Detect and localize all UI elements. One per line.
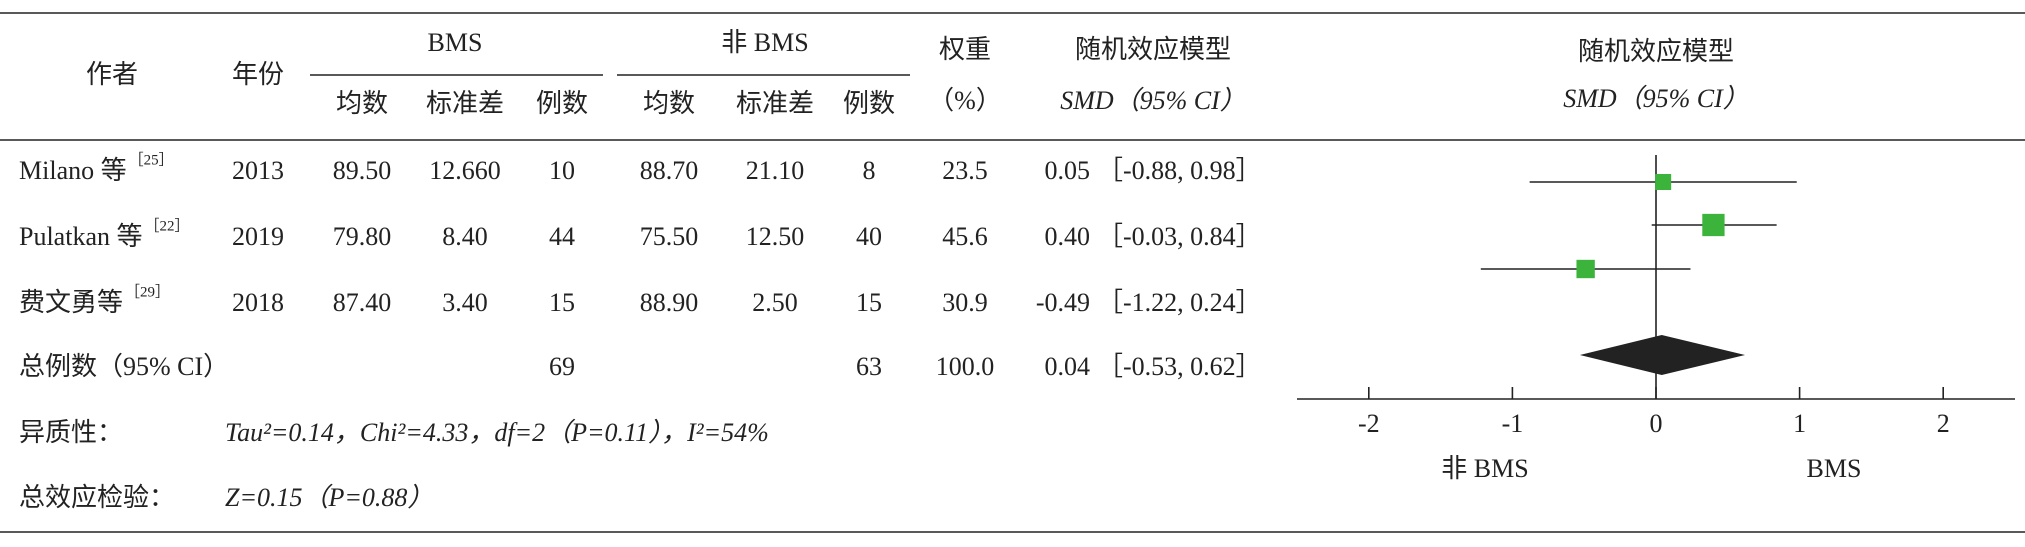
cell: 2018: [232, 288, 284, 317]
header: 例数: [536, 89, 588, 118]
cell: 8: [863, 156, 876, 185]
cell: 44: [549, 222, 575, 251]
cell: 12.50: [746, 222, 805, 251]
header: （%）: [928, 86, 1002, 115]
header: 非 BMS: [721, 28, 808, 57]
heterogeneity-text: Tau²=0.14，Chi²=4.33，df=2（P=0.11），I²=54%: [225, 418, 769, 447]
x-tick-label: 2: [1937, 409, 1950, 438]
cell: 88.70: [640, 156, 699, 185]
cell: 2019: [232, 222, 284, 251]
total-label: 总例数（95% CI）: [19, 352, 229, 381]
header: 均数: [336, 89, 388, 118]
header: 标准差: [736, 89, 814, 118]
header: 例数: [843, 89, 895, 118]
cell: 15: [549, 288, 575, 317]
author: 费文勇等: [19, 288, 123, 317]
cell: ［-1.22, 0.24］: [1097, 288, 1262, 317]
reference: ［29］: [125, 283, 170, 300]
cell: ［-0.88, 0.98］: [1097, 156, 1262, 185]
cell: 0.04: [1045, 352, 1091, 381]
reference: ［25］: [129, 151, 174, 168]
header: 作者: [86, 60, 138, 89]
header: 标准差: [426, 89, 504, 118]
cell: 45.6: [942, 222, 988, 251]
study-estimate: [1655, 174, 1672, 190]
cell: -0.49: [1036, 288, 1090, 317]
cell: 63: [856, 352, 882, 381]
overall-text: Z=0.15（P=0.88）: [225, 483, 433, 512]
chart-subtitle: SMD（95% CI）: [1563, 84, 1749, 113]
study-estimate: [1576, 259, 1595, 279]
cell: 2013: [232, 156, 284, 185]
cell: 2.50: [752, 288, 798, 317]
cell: 30.9: [942, 288, 988, 317]
cell: 40: [856, 222, 882, 251]
author: Pulatkan 等: [19, 222, 143, 251]
x-tick-label: 1: [1793, 409, 1806, 438]
header: 年份: [232, 60, 284, 89]
cell: 23.5: [942, 156, 988, 185]
favours-left: 非 BMS: [1441, 454, 1528, 483]
header: SMD（95% CI）: [1060, 86, 1246, 115]
overall-label: 总效应检验：: [19, 483, 175, 512]
x-tick-label: 0: [1650, 409, 1663, 438]
cell: ［-0.53, 0.62］: [1097, 352, 1262, 381]
cell: 69: [549, 352, 575, 381]
pooled-estimate: [1579, 335, 1746, 375]
cell: 89.50: [333, 156, 392, 185]
chart-title: 随机效应模型: [1578, 37, 1734, 66]
reference: ［22］: [145, 217, 190, 234]
author: Milano 等: [19, 156, 127, 185]
cell: 3.40: [442, 288, 488, 317]
cell: 79.80: [333, 222, 392, 251]
cell: 12.660: [429, 156, 501, 185]
cell: ［-0.03, 0.84］: [1097, 222, 1262, 251]
header: 权重: [939, 35, 991, 64]
cell: 75.50: [640, 222, 699, 251]
heterogeneity-label: 异质性：: [19, 418, 123, 447]
favours-right: BMS: [1807, 454, 1862, 483]
study-estimate: [1702, 213, 1725, 237]
cell: 8.40: [442, 222, 488, 251]
header: 均数: [643, 89, 695, 118]
cell: 10: [549, 156, 575, 185]
cell: 100.0: [936, 352, 995, 381]
x-tick-label: -2: [1358, 409, 1380, 438]
header: BMS: [428, 28, 483, 57]
cell: 15: [856, 288, 882, 317]
cell: 88.90: [640, 288, 699, 317]
cell: 21.10: [746, 156, 805, 185]
header: 随机效应模型: [1075, 35, 1231, 64]
cell: 0.40: [1045, 222, 1091, 251]
cell: 0.05: [1045, 156, 1091, 185]
cell: 87.40: [333, 288, 392, 317]
x-tick-label: -1: [1502, 409, 1524, 438]
